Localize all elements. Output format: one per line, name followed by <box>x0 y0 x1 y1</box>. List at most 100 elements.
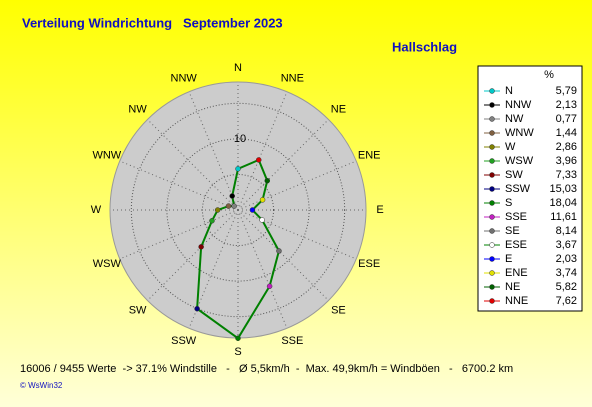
direction-label: SE <box>331 304 346 316</box>
legend-value: 15,03 <box>549 183 577 195</box>
wind-marker <box>209 218 215 224</box>
wind-marker <box>259 197 266 203</box>
grid-ring <box>130 102 346 318</box>
legend-value: 1,44 <box>556 127 577 139</box>
legend-marker <box>489 116 495 122</box>
direction-label: ENE <box>358 150 381 162</box>
wind-marker <box>235 335 241 342</box>
legend-header: % <box>544 69 554 81</box>
legend-marker <box>489 172 495 178</box>
direction-label: WSW <box>93 258 122 270</box>
legend-marker <box>489 242 495 248</box>
legend-label: S <box>505 197 512 209</box>
direction-label: SSW <box>171 335 197 347</box>
wind-marker <box>276 248 282 254</box>
legend-label: ENE <box>505 267 528 279</box>
direction-label: ESE <box>358 258 380 270</box>
credit: © WsWin32 <box>20 381 63 390</box>
legend-value: 11,61 <box>550 211 577 223</box>
legend-marker <box>489 186 495 192</box>
spoke <box>147 119 239 211</box>
legend-marker <box>489 298 495 304</box>
legend-marker <box>489 284 495 290</box>
legend-marker <box>489 270 495 276</box>
legend-marker <box>489 130 495 136</box>
wind-marker <box>198 244 204 250</box>
legend-marker <box>489 88 495 94</box>
spoke <box>119 209 239 260</box>
legend-label: NE <box>505 281 520 293</box>
footer: 16006 / 9455 Werte -> 37.1% Windstille -… <box>20 363 513 375</box>
legend-value: 3,74 <box>556 267 577 279</box>
legend-value: 0,77 <box>556 113 577 125</box>
spoke <box>147 209 239 301</box>
legend-value: 18,04 <box>549 197 577 209</box>
wind-marker <box>194 305 200 312</box>
wind-marker <box>225 203 232 209</box>
chart-title: Verteilung Windrichtung September 2023 <box>22 15 283 30</box>
legend-label: SE <box>505 225 520 237</box>
legend-value: 7,62 <box>556 295 577 307</box>
legend-value: 3,96 <box>556 155 577 167</box>
legend-value: 7,33 <box>556 169 577 181</box>
direction-label: NW <box>128 103 147 115</box>
direction-label: NNW <box>171 73 198 85</box>
legend-value: 2,13 <box>556 99 577 111</box>
direction-label: E <box>376 204 383 216</box>
direction-label: SW <box>129 304 147 316</box>
spoke <box>237 209 357 260</box>
spoke <box>188 209 239 329</box>
direction-label: WNW <box>92 150 121 162</box>
wind-marker <box>264 177 271 184</box>
legend-label: WNW <box>505 127 534 139</box>
wind-marker <box>249 207 256 213</box>
legend-label: ESE <box>505 239 527 251</box>
wind-marker <box>255 157 262 163</box>
grid-ring <box>166 138 310 282</box>
wind-marker <box>214 207 221 213</box>
spoke <box>237 91 288 211</box>
legend-label: NNW <box>505 99 532 111</box>
grid-ring <box>201 173 275 247</box>
legend-label: NNE <box>505 295 528 307</box>
direction-label: S <box>234 346 241 358</box>
spoke <box>237 209 288 329</box>
direction-label: SSE <box>281 335 303 347</box>
legend-value: 8,14 <box>556 225 577 237</box>
legend-marker <box>489 214 495 220</box>
legend-value: 3,67 <box>556 239 577 251</box>
legend-label: W <box>505 141 516 153</box>
r-tick-label: 10 <box>234 133 246 145</box>
legend-label: E <box>505 253 512 265</box>
chart-subtitle: Hallschlag <box>392 39 457 54</box>
spoke <box>237 160 357 211</box>
legend-marker <box>489 228 495 234</box>
legend-label: WSW <box>505 155 534 167</box>
legend-label: SSW <box>505 183 531 195</box>
wind-marker <box>266 283 273 290</box>
direction-label: N <box>234 62 242 74</box>
legend-label: SW <box>505 169 523 181</box>
legend-value: 5,82 <box>556 281 577 293</box>
wind-marker <box>259 217 265 223</box>
legend-marker <box>489 102 495 108</box>
legend-marker <box>489 158 495 164</box>
direction-label: W <box>91 204 102 216</box>
legend-label: N <box>505 85 513 97</box>
spoke <box>237 119 329 211</box>
legend-label: NW <box>505 113 524 125</box>
wind-marker <box>231 203 237 209</box>
legend-value: 5,79 <box>556 85 577 97</box>
legend-value: 2,03 <box>556 253 577 265</box>
legend-marker <box>489 144 495 150</box>
wind-marker <box>235 166 241 172</box>
direction-label: NNE <box>281 73 304 85</box>
direction-label: NE <box>331 103 346 115</box>
wind-marker <box>229 193 235 199</box>
legend-value: 2,86 <box>556 141 577 153</box>
legend-label: SSE <box>505 211 527 223</box>
legend-marker <box>489 200 495 206</box>
spoke <box>237 209 329 301</box>
